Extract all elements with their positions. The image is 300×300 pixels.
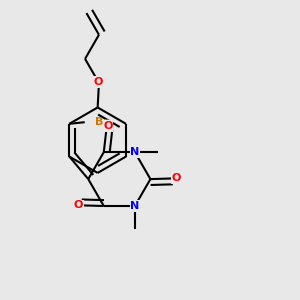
Text: N: N xyxy=(130,147,140,157)
Text: Br: Br xyxy=(95,117,110,127)
Text: O: O xyxy=(171,173,181,183)
Text: O: O xyxy=(94,77,103,87)
Text: O: O xyxy=(103,121,113,131)
Text: N: N xyxy=(130,201,140,211)
Text: O: O xyxy=(74,200,83,210)
